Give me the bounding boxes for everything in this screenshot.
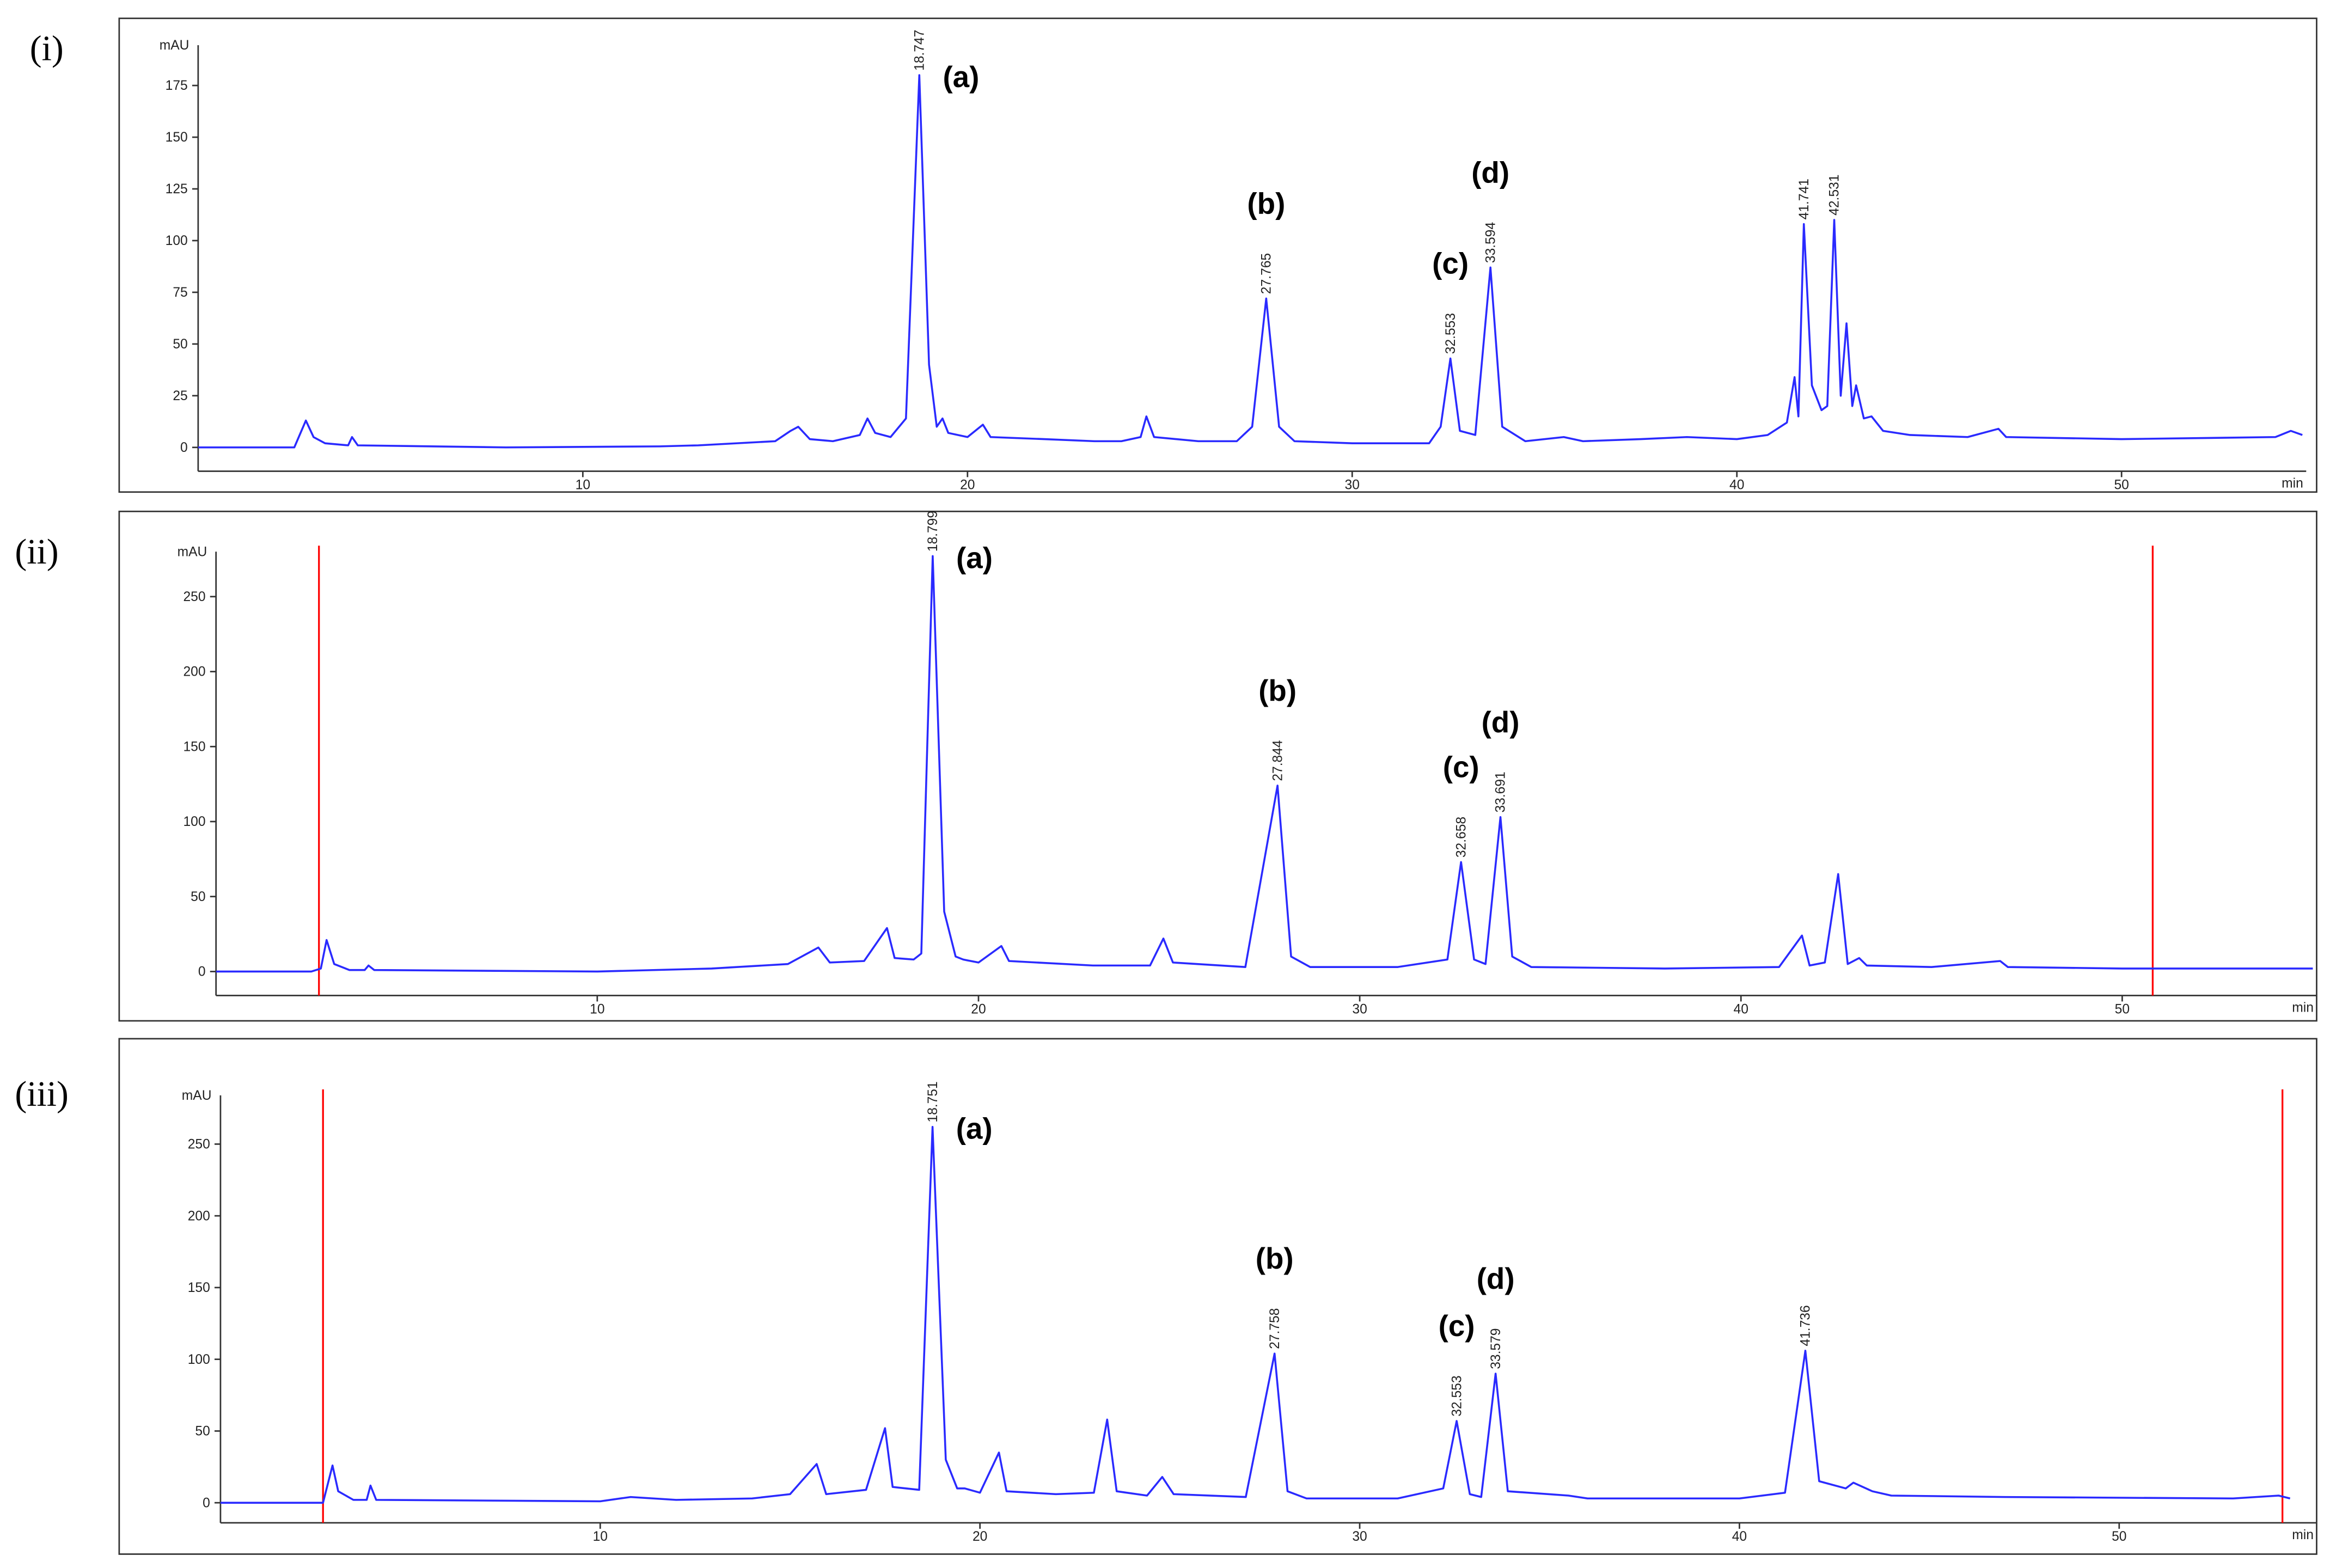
y-tick-label: 25	[173, 389, 187, 403]
trace	[216, 555, 2313, 973]
retention-time-label: 18.747	[912, 30, 927, 71]
y-axis-label: mAU	[160, 38, 189, 53]
y-axis-label: mAU	[182, 1088, 212, 1103]
panel-label: (iii)	[15, 1074, 68, 1114]
y-tick-label: 200	[188, 1209, 210, 1223]
y-tick-label: 0	[203, 1496, 210, 1510]
peak-annotation: (c)	[1432, 246, 1469, 280]
trace	[220, 1126, 2291, 1504]
x-axis-label: min	[2282, 476, 2303, 491]
peak-annotation: (d)	[1482, 705, 1520, 739]
retention-time-label: 27.765	[1259, 253, 1274, 294]
peak-annotation: (b)	[1247, 186, 1285, 220]
y-tick-label: 0	[198, 965, 206, 979]
y-tick-label: 150	[184, 739, 206, 754]
y-tick-label: 0	[180, 440, 188, 455]
retention-time-label: 32.553	[1450, 1375, 1464, 1416]
panel: (ii) mAU min 0 50 100 150 200 250 10 20 30 40 50 18.79…	[15, 510, 2317, 1022]
retention-time-label: 27.844	[1270, 740, 1285, 781]
x-tick-label: 30	[1352, 1529, 1367, 1544]
retention-time-label: 18.799	[926, 511, 940, 552]
retention-time-label: 41.741	[1797, 179, 1812, 219]
peak-annotation: (a)	[956, 541, 993, 574]
peak-annotation: (a)	[956, 1112, 993, 1146]
trace	[198, 74, 2303, 449]
y-axis-label: mAU	[178, 544, 207, 559]
retention-time-label: 18.751	[926, 1081, 940, 1122]
peak-annotation: (b)	[1258, 673, 1297, 707]
x-tick-label: 20	[973, 1529, 987, 1544]
x-tick-label: 40	[1732, 1529, 1747, 1544]
y-tick-label: 100	[188, 1352, 210, 1367]
y-tick-label: 125	[166, 182, 188, 197]
x-tick-label: 20	[971, 1002, 986, 1016]
y-tick-label: 250	[188, 1137, 210, 1152]
x-tick-label: 50	[2114, 477, 2129, 492]
y-tick-label: 200	[184, 665, 206, 679]
panel-frame	[118, 510, 2317, 1022]
retention-time-label: 33.691	[1494, 771, 1508, 812]
panel: (iii) mAU min 0 50 100 150 200 250 10 20 30 40 50 18.7…	[15, 1038, 2317, 1555]
x-tick-label: 30	[1352, 1002, 1367, 1016]
peak-annotation: (b)	[1256, 1241, 1294, 1275]
x-tick-label: 50	[2115, 1002, 2130, 1016]
retention-time-label: 27.758	[1268, 1308, 1282, 1349]
peak-annotation: (c)	[1439, 1309, 1475, 1343]
panel-label: (i)	[30, 28, 64, 68]
x-tick-label: 40	[1734, 1002, 1748, 1016]
y-tick-label: 50	[173, 337, 187, 352]
x-tick-label: 10	[593, 1529, 608, 1544]
panel-frame	[118, 17, 2317, 493]
y-tick-label: 75	[173, 285, 187, 300]
peak-annotation: (d)	[1471, 155, 1509, 189]
panel-frame	[118, 1038, 2317, 1555]
y-tick-label: 150	[188, 1281, 210, 1295]
retention-time-label: 33.579	[1489, 1328, 1503, 1369]
panel: (i) mAU min 0 25 50 75 100 125 150 175 10 20 30 40 50 18…	[30, 17, 2317, 493]
retention-time-label: 42.531	[1827, 174, 1842, 215]
x-axis-label: min	[2292, 1001, 2314, 1015]
retention-time-label: 32.658	[1454, 817, 1469, 857]
y-tick-label: 250	[184, 590, 206, 604]
y-tick-label: 175	[166, 78, 188, 93]
x-tick-label: 20	[960, 477, 975, 492]
x-tick-label: 30	[1345, 477, 1360, 492]
y-tick-label: 100	[166, 234, 188, 248]
x-tick-label: 40	[1729, 477, 1744, 492]
y-tick-label: 50	[195, 1424, 210, 1439]
retention-time-label: 32.553	[1444, 313, 1458, 354]
x-tick-label: 50	[2112, 1529, 2126, 1544]
y-tick-label: 100	[184, 814, 206, 829]
panel-label: (ii)	[15, 532, 58, 572]
retention-time-label: 41.736	[1799, 1305, 1813, 1346]
y-tick-label: 50	[191, 890, 205, 904]
x-tick-label: 10	[590, 1002, 604, 1016]
retention-time-label: 33.594	[1483, 222, 1498, 263]
x-axis-label: min	[2292, 1528, 2314, 1542]
x-tick-label: 10	[576, 477, 590, 492]
y-tick-label: 150	[166, 130, 188, 145]
peak-annotation: (c)	[1443, 750, 1479, 783]
peak-annotation: (d)	[1477, 1261, 1515, 1295]
peak-annotation: (a)	[943, 60, 979, 94]
